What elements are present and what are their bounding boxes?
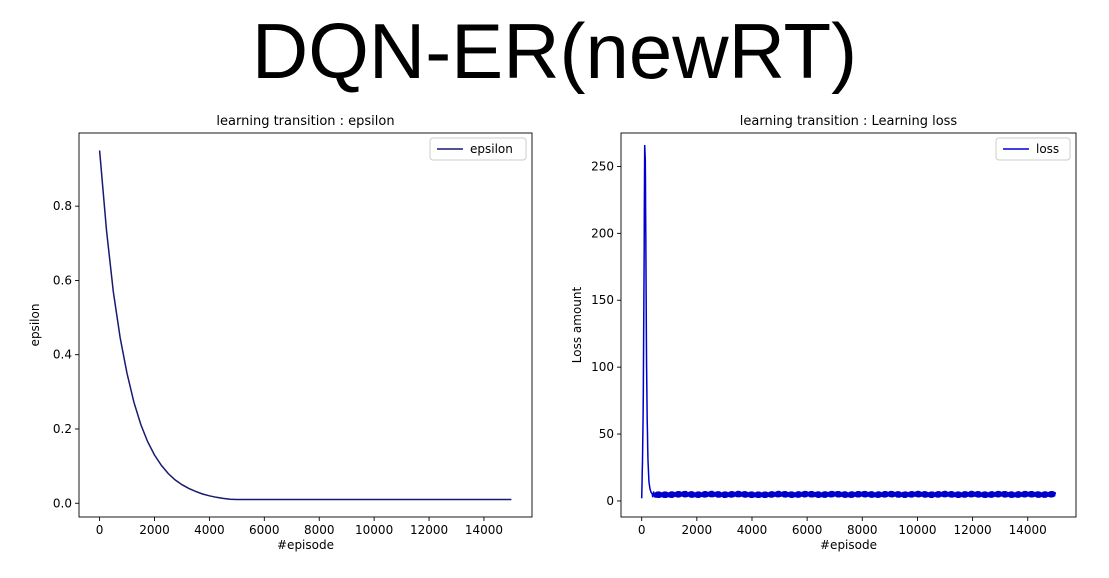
chart1-plot-frame: [78, 132, 533, 518]
chart2-legend: loss: [995, 137, 1071, 161]
chart2-xtick-label: 14000: [1009, 523, 1047, 537]
chart2-legend-box: [995, 137, 1071, 161]
chart1-xtick-label: 0: [96, 523, 104, 537]
chart1-xtick-label: 10000: [355, 523, 393, 537]
chart2-ylabel: Loss amount: [570, 286, 584, 363]
chart1-ytick-label: 0.4: [53, 348, 72, 362]
chart1-xtick-label: 14000: [465, 523, 503, 537]
chart1-series-line-epsilon: [98, 150, 512, 501]
chart2-plot-frame: [620, 132, 1077, 518]
chart1-ytick-label: 0.8: [53, 199, 72, 213]
chart1: learning transition : epsilon 0 2000 4000 60…: [28, 114, 533, 552]
chart2-xtick-label: 12000: [953, 523, 991, 537]
chart1-legend-box: [429, 137, 527, 161]
chart1-title: learning transition : epsilon: [216, 114, 394, 129]
chart2-xlabel: #episode: [820, 538, 877, 552]
chart2-xtick-label: 2000: [682, 523, 713, 537]
chart1-ytick-label: 0.6: [53, 273, 72, 287]
figure-title: DQN-ER(newRT): [251, 7, 858, 95]
chart1-xtick-label: 2000: [139, 523, 170, 537]
chart1-legend-label: epsilon: [470, 142, 513, 156]
chart1-xtick-label: 8000: [304, 523, 335, 537]
chart1-xlabel: #episode: [277, 538, 334, 552]
chart2-xtick-label: 10000: [898, 523, 936, 537]
chart2-xtick-label: 8000: [847, 523, 878, 537]
chart2-xtick-label: 6000: [792, 523, 823, 537]
chart2-series-line-loss: [640, 144, 1057, 499]
chart2-title: learning transition : Learning loss: [740, 114, 958, 129]
chart2-legend-label: loss: [1036, 142, 1059, 156]
chart1-xtick-label: 12000: [410, 523, 448, 537]
chart1-legend: epsilon: [429, 137, 527, 161]
chart1-xtick-label: 6000: [249, 523, 280, 537]
chart2-xtick-label: 0: [638, 523, 646, 537]
chart2-ytick-label: 0: [606, 494, 614, 508]
chart2-ytick-label: 250: [591, 159, 614, 173]
chart2-ytick-label: 100: [591, 360, 614, 374]
chart1-ylabel: epsilon: [28, 304, 42, 347]
chart2-ytick-label: 200: [591, 226, 614, 240]
chart2-ytick-label: 150: [591, 293, 614, 307]
chart1-ytick-label: 0.0: [53, 496, 72, 510]
chart2-xtick-label: 4000: [737, 523, 768, 537]
chart2-ytick-label: 50: [599, 427, 614, 441]
chart1-ytick-label: 0.2: [53, 422, 72, 436]
chart1-xtick-label: 4000: [194, 523, 225, 537]
